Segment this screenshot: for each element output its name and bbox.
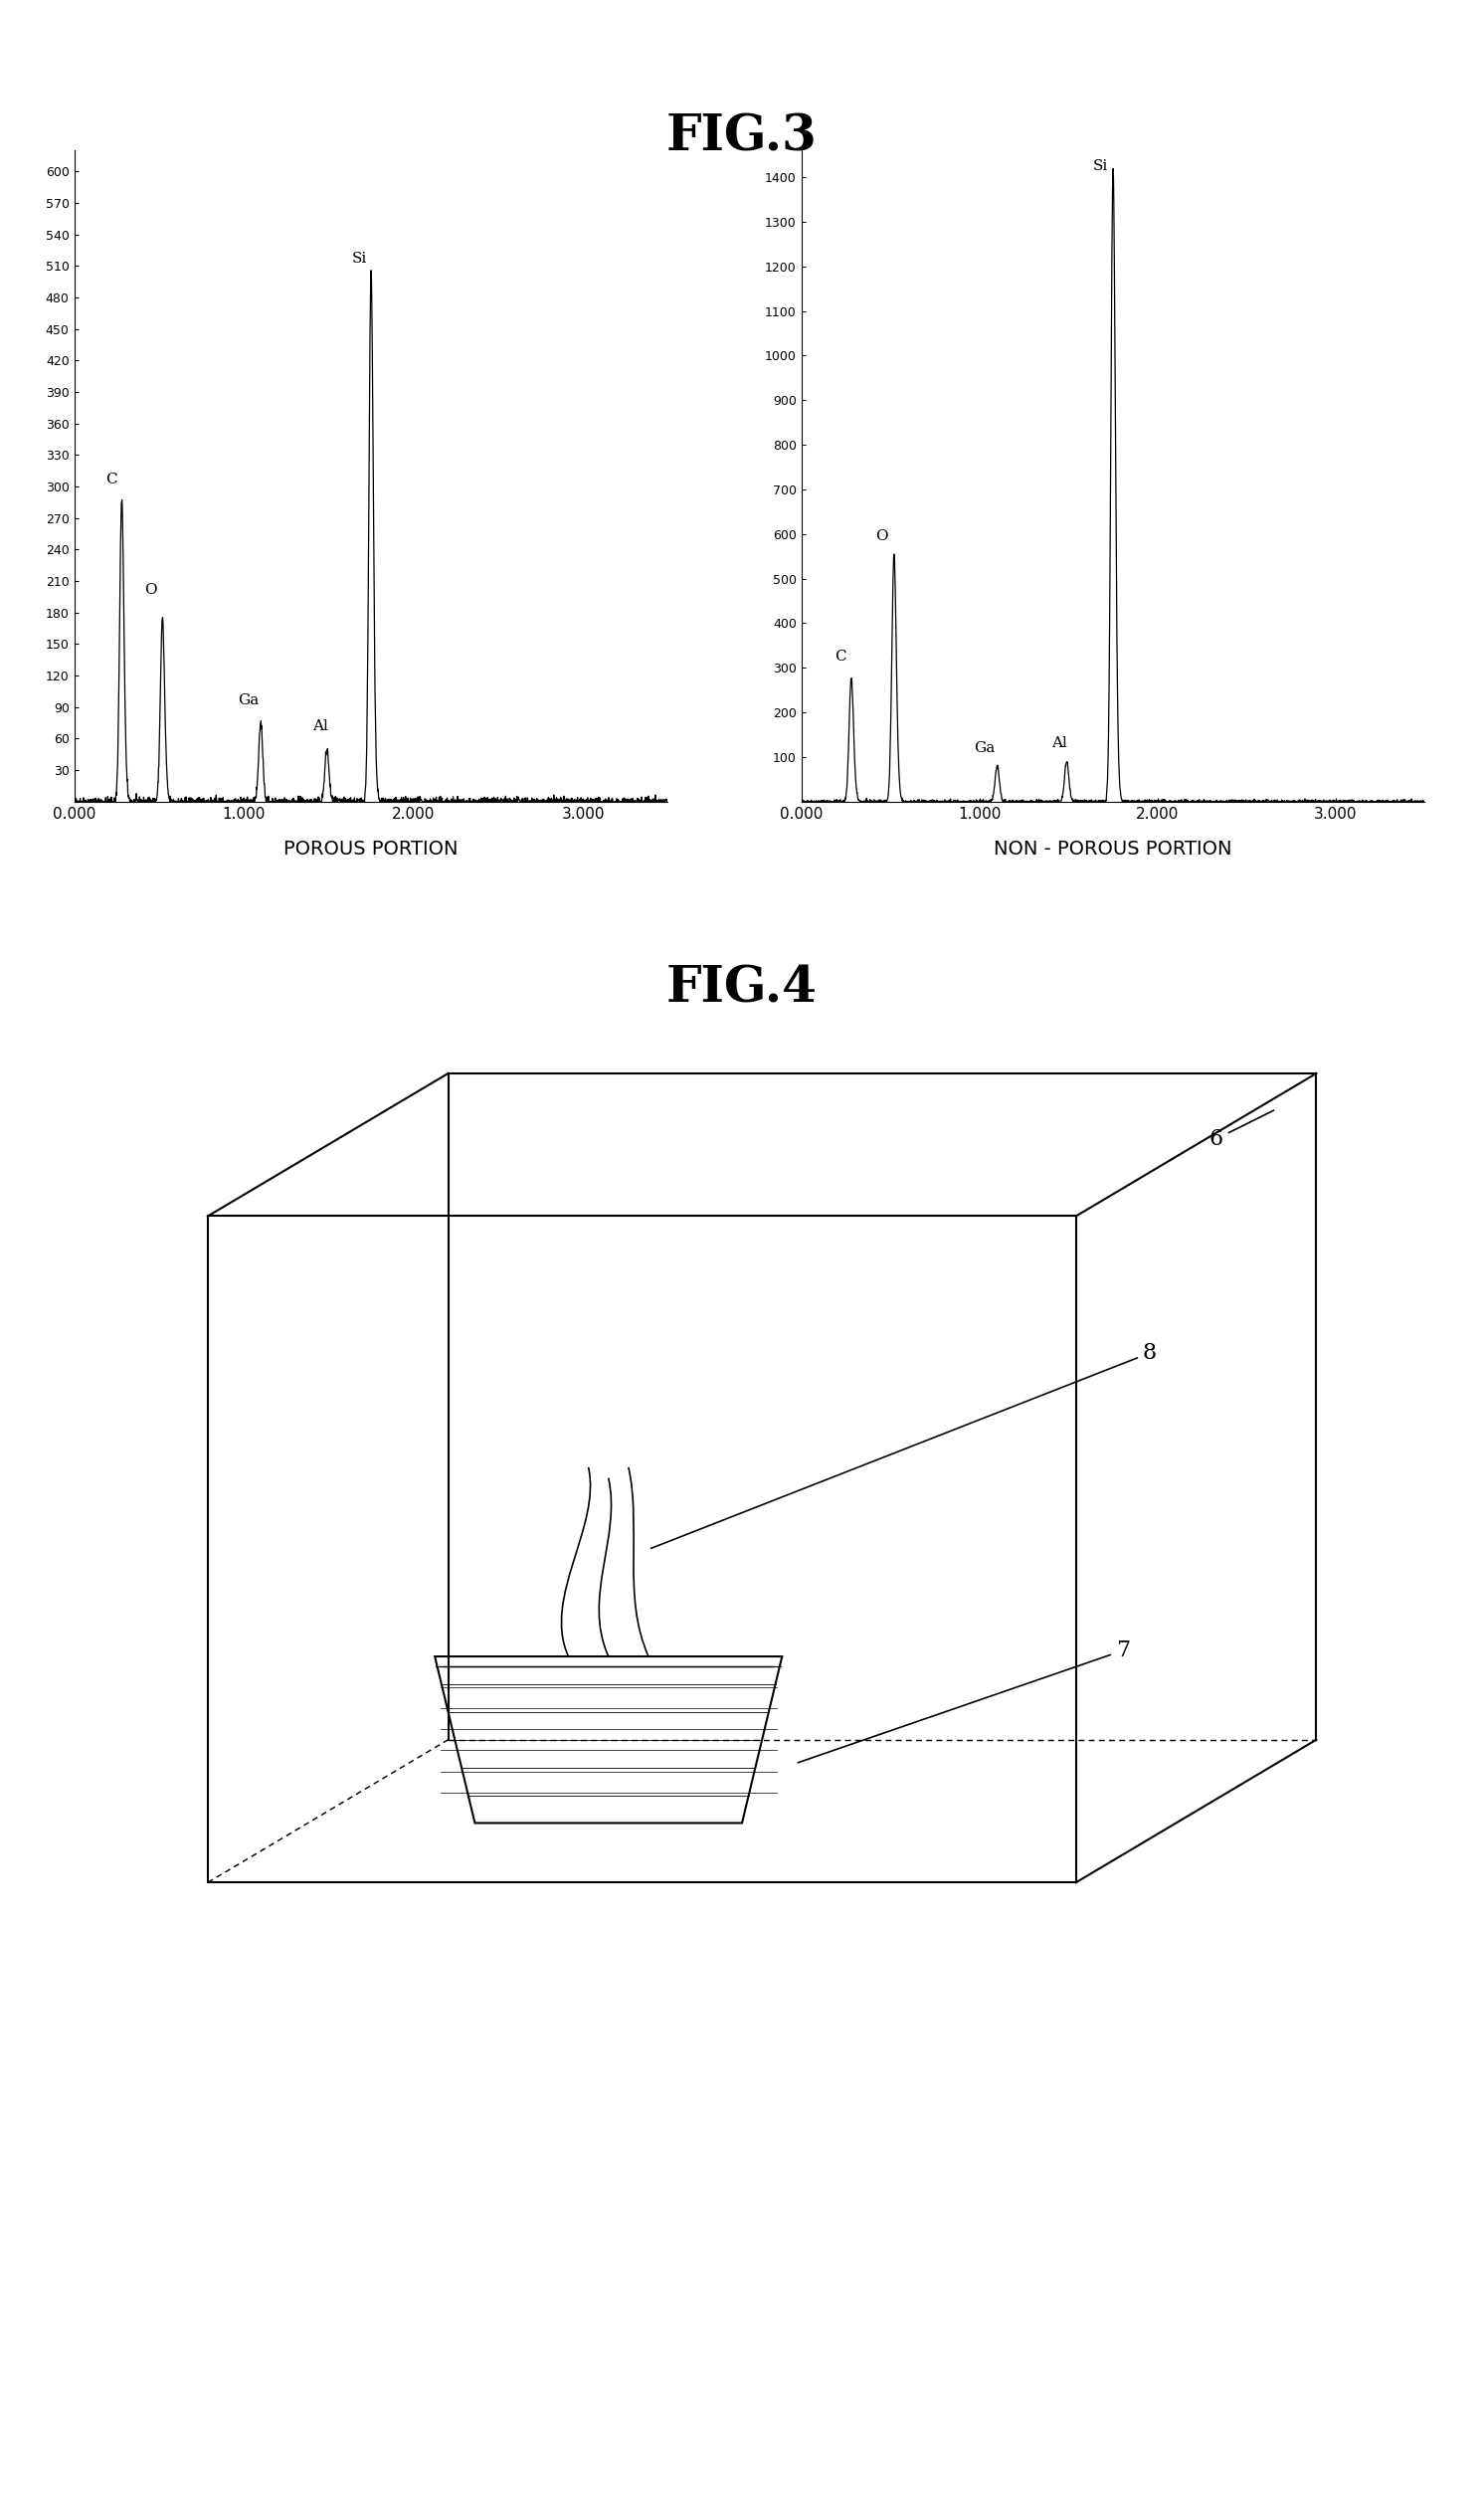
Text: O: O xyxy=(876,529,887,544)
Text: FIG.3: FIG.3 xyxy=(666,113,818,160)
Text: 7: 7 xyxy=(798,1638,1129,1764)
Text: C: C xyxy=(835,649,846,664)
Text: Ga: Ga xyxy=(239,694,260,706)
Text: NON - POROUS PORTION: NON - POROUS PORTION xyxy=(994,839,1232,859)
Text: POROUS PORTION: POROUS PORTION xyxy=(283,839,459,859)
Text: Al: Al xyxy=(1052,736,1067,752)
Text: Si: Si xyxy=(352,253,367,266)
Text: Si: Si xyxy=(1092,158,1109,173)
Text: O: O xyxy=(144,584,157,596)
Text: Ga: Ga xyxy=(974,741,996,754)
Text: 6: 6 xyxy=(1209,1110,1273,1150)
Text: C: C xyxy=(105,473,117,486)
Text: FIG.4: FIG.4 xyxy=(666,964,818,1012)
Text: Al: Al xyxy=(312,719,328,734)
Polygon shape xyxy=(435,1656,782,1824)
Text: 8: 8 xyxy=(651,1343,1158,1548)
